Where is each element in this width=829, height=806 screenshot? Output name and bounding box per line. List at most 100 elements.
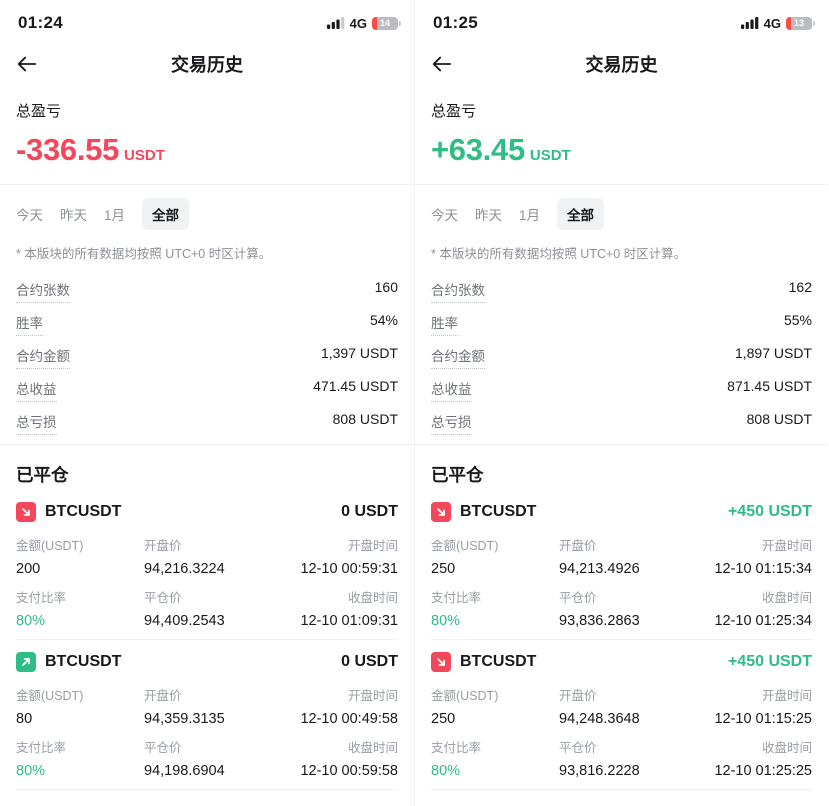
field-value: 250 bbox=[431, 561, 456, 577]
field-label: 收盘时间 bbox=[761, 741, 812, 755]
status-bar: 01:24 4G 14 bbox=[0, 0, 414, 34]
field-value: 12-10 00:59:31 bbox=[300, 561, 398, 577]
position-row: 金额(USDT) 250 开盘价 94,213.4926 开盘时间 12-10 01:… bbox=[431, 535, 812, 577]
field-label: 收盘时间 bbox=[347, 741, 398, 755]
clock: 01:25 bbox=[433, 13, 478, 32]
tab-1month[interactable]: 1月 bbox=[519, 208, 541, 223]
field-value: 94,198.6904 bbox=[144, 763, 225, 779]
field-value: 12-10 01:15:25 bbox=[714, 711, 812, 727]
battery-level-red bbox=[372, 16, 377, 30]
symbol-label: BTCUSDT bbox=[460, 653, 537, 670]
field-value: 12-10 01:25:34 bbox=[714, 613, 812, 629]
position-card[interactable]: BTCUSDT +450 USDT 金额(USDT) 250 开盘价 94,248.… bbox=[415, 640, 828, 779]
stat-value: 162 bbox=[788, 279, 812, 295]
stat-label[interactable]: 合约张数 bbox=[16, 279, 70, 303]
field-label: 收盘时间 bbox=[761, 591, 812, 605]
divider bbox=[415, 444, 828, 445]
field-label: 开盘价 bbox=[559, 689, 597, 703]
field-value: 94,409.2543 bbox=[144, 613, 225, 629]
stat-label[interactable]: 总亏损 bbox=[16, 411, 57, 435]
field-label: 平仓价 bbox=[559, 591, 597, 605]
field-value: 12-10 00:49:58 bbox=[300, 711, 398, 727]
position-card[interactable]: BTCUSDT 0 USDT 金额(USDT) 200 开盘价 94,216.322… bbox=[0, 497, 414, 629]
battery-icon: 14 bbox=[372, 16, 401, 30]
field-value: 12-10 01:09:31 bbox=[300, 613, 398, 629]
position-row: 金额(USDT) 250 开盘价 94,248.3648 开盘时间 12-10 01:… bbox=[431, 685, 812, 727]
stat-value: 471.45 USDT bbox=[313, 378, 398, 394]
closed-positions-title: 已平仓 bbox=[431, 465, 484, 485]
network-type-label: 4G bbox=[349, 15, 367, 31]
nav-bar: 交易历史 bbox=[0, 42, 414, 86]
stat-row-winrate: 胜率 55% bbox=[431, 312, 812, 336]
divider bbox=[0, 184, 414, 185]
position-result: 0 USDT bbox=[341, 653, 398, 670]
position-row: 支付比率 80% 平仓价 94,409.2543 收盘时间 12-10 01:09:3… bbox=[16, 587, 398, 629]
divider bbox=[0, 444, 414, 445]
long-direction-icon bbox=[16, 652, 36, 672]
tab-today[interactable]: 今天 bbox=[16, 208, 43, 223]
nav-bar: 交易历史 bbox=[415, 42, 828, 86]
divider bbox=[431, 789, 812, 790]
tab-yesterday[interactable]: 昨天 bbox=[60, 208, 87, 223]
total-pnl-unit: USDT bbox=[529, 147, 571, 164]
position-card[interactable]: BTCUSDT 0 USDT 金额(USDT) 80 开盘价 94,359.3135… bbox=[0, 640, 414, 779]
short-direction-icon bbox=[431, 652, 451, 672]
field-label: 金额(USDT) bbox=[431, 539, 499, 553]
divider bbox=[16, 789, 398, 790]
stat-value: 871.45 USDT bbox=[727, 378, 812, 394]
status-bar: 01:25 4G 13 bbox=[415, 0, 828, 34]
symbol-label: BTCUSDT bbox=[45, 653, 122, 670]
position-card-header: BTCUSDT 0 USDT bbox=[16, 652, 398, 672]
stat-value: 160 bbox=[374, 279, 398, 295]
stat-label[interactable]: 胜率 bbox=[431, 312, 458, 336]
back-button[interactable] bbox=[431, 52, 455, 76]
field-value: 80% bbox=[16, 763, 46, 779]
tab-yesterday[interactable]: 昨天 bbox=[475, 208, 502, 223]
field-label: 金额(USDT) bbox=[16, 689, 84, 703]
field-value: 94,248.3648 bbox=[559, 711, 640, 727]
field-value: 12-10 01:25:25 bbox=[714, 763, 812, 779]
field-label: 支付比率 bbox=[16, 591, 67, 605]
utc-note: * 本版块的所有数据均按照 UTC+0 时区计算。 bbox=[16, 247, 272, 261]
field-label: 平仓价 bbox=[144, 591, 182, 605]
stat-row-profit: 总收益 871.45 USDT bbox=[431, 378, 812, 402]
divider bbox=[415, 184, 828, 185]
stat-label[interactable]: 合约金额 bbox=[431, 345, 485, 369]
field-label: 平仓价 bbox=[144, 741, 182, 755]
stat-label[interactable]: 胜率 bbox=[16, 312, 43, 336]
field-label: 开盘时间 bbox=[761, 689, 812, 703]
field-value: 80% bbox=[16, 613, 46, 629]
field-label: 支付比率 bbox=[431, 741, 482, 755]
stat-value: 54% bbox=[369, 312, 398, 328]
stat-label[interactable]: 总收益 bbox=[16, 378, 57, 402]
field-label: 支付比率 bbox=[16, 741, 67, 755]
tab-all[interactable]: 全部 bbox=[142, 198, 190, 230]
stat-label[interactable]: 总收益 bbox=[431, 378, 472, 402]
stat-label[interactable]: 总亏损 bbox=[431, 411, 472, 435]
stat-row-amount: 合约金额 1,397 USDT bbox=[16, 345, 398, 369]
field-label: 金额(USDT) bbox=[16, 539, 84, 553]
tab-1month[interactable]: 1月 bbox=[104, 208, 126, 223]
field-value: 250 bbox=[431, 711, 456, 727]
position-card[interactable]: BTCUSDT +450 USDT 金额(USDT) 250 开盘价 94,213.… bbox=[415, 497, 828, 629]
tab-today[interactable]: 今天 bbox=[431, 208, 458, 223]
symbol-label: BTCUSDT bbox=[45, 503, 122, 520]
total-pnl-value: -336.55 bbox=[16, 132, 120, 167]
field-label: 开盘价 bbox=[144, 689, 182, 703]
stat-row-loss: 总亏损 808 USDT bbox=[16, 411, 398, 435]
back-button[interactable] bbox=[16, 52, 40, 76]
stat-value: 808 USDT bbox=[332, 411, 398, 427]
total-pnl-block: 总盈亏 -336.55 USDT bbox=[0, 86, 414, 168]
position-row: 支付比率 80% 平仓价 93,836.2863 收盘时间 12-10 01:25:3… bbox=[431, 587, 812, 629]
stat-value: 1,397 USDT bbox=[320, 345, 398, 361]
page-title: 交易历史 bbox=[171, 55, 243, 75]
closed-positions-title: 已平仓 bbox=[16, 465, 69, 485]
signal-icon bbox=[326, 17, 345, 29]
stat-label[interactable]: 合约金额 bbox=[16, 345, 70, 369]
field-value: 80 bbox=[16, 711, 33, 727]
stat-label[interactable]: 合约张数 bbox=[431, 279, 485, 303]
position-card-header: BTCUSDT +450 USDT bbox=[431, 652, 812, 672]
tab-all[interactable]: 全部 bbox=[557, 198, 605, 230]
field-label: 平仓价 bbox=[559, 741, 597, 755]
field-label: 开盘价 bbox=[144, 539, 182, 553]
